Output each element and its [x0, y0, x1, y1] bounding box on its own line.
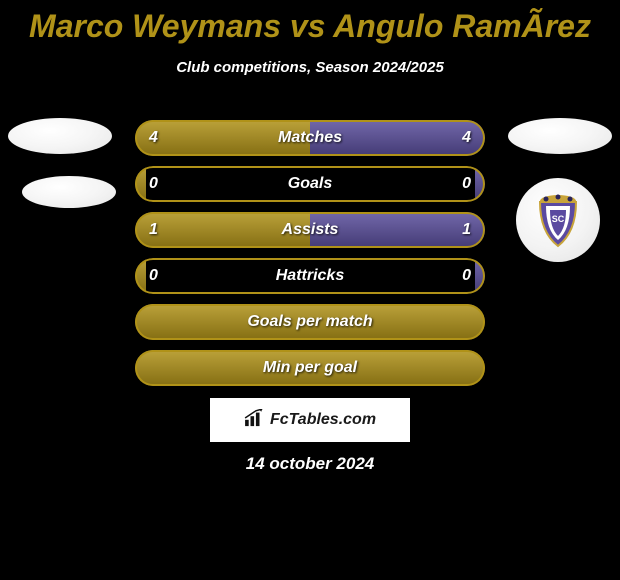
stat-label: Goals per match — [135, 313, 485, 331]
stat-row: Goals0 0 — [135, 166, 485, 202]
comparison-title: Marco Weymans vs Angulo RamÃ­rez — [0, 0, 620, 45]
stat-value-left: 0 — [149, 175, 158, 193]
stat-label: Matches — [135, 129, 485, 147]
stat-label: Assists — [135, 221, 485, 239]
brand-text: FcTables.com — [270, 411, 376, 429]
stat-value-left: 0 — [149, 267, 158, 285]
stat-value-right: 4 — [462, 129, 471, 147]
svg-text:SC: SC — [552, 214, 565, 224]
date-line: 14 october 2024 — [0, 454, 620, 474]
stat-row: Hattricks0 0 — [135, 258, 485, 294]
stat-value-left: 4 — [149, 129, 158, 147]
stat-row: Assists1 1 — [135, 212, 485, 248]
stat-label: Goals — [135, 175, 485, 193]
stat-value-right: 0 — [462, 267, 471, 285]
stat-label: Hattricks — [135, 267, 485, 285]
anderlecht-crest-icon: SC — [532, 192, 584, 248]
stat-value-left: 1 — [149, 221, 158, 239]
stats-bars: Matches44Goals00Assists11Hattricks00Goal… — [135, 120, 485, 396]
stat-row: Goals per match — [135, 304, 485, 340]
brand-badge: FcTables.com — [210, 398, 410, 442]
stat-label: Min per goal — [135, 359, 485, 377]
stat-value-right: 0 — [462, 175, 471, 193]
brand-chart-icon — [244, 409, 266, 432]
stat-row: Matches4 4 — [135, 120, 485, 156]
stat-value-right: 1 — [462, 221, 471, 239]
player2-badge-1 — [508, 118, 612, 154]
comparison-subtitle: Club competitions, Season 2024/2025 — [0, 59, 620, 76]
player1-badge-1 — [8, 118, 112, 154]
stat-row: Min per goal — [135, 350, 485, 386]
player1-badge-2 — [22, 176, 116, 208]
player2-badge-2: SC — [516, 178, 600, 262]
